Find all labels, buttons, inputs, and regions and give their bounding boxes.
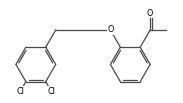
Text: O: O <box>147 9 153 18</box>
Text: O: O <box>107 25 114 35</box>
Text: Cl: Cl <box>16 87 24 96</box>
Text: Cl: Cl <box>47 87 55 96</box>
